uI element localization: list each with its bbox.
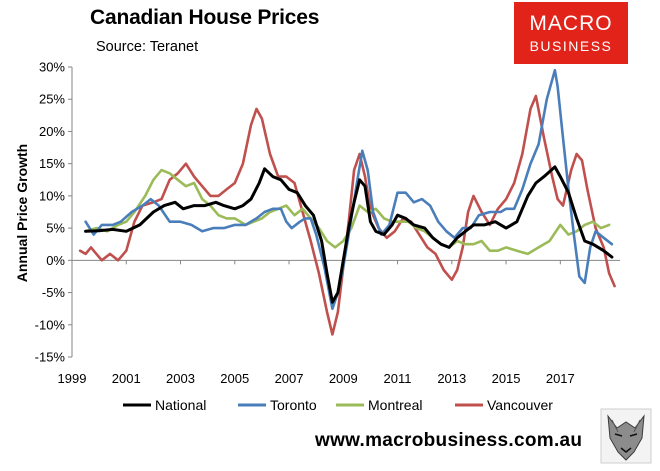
chart-axes: [71, 67, 620, 357]
legend-label-national: National: [155, 397, 206, 413]
y-tick-label: 30%: [39, 60, 65, 75]
series-line-vancouver: [78, 94, 616, 336]
legend: National Toronto Montreal Vancouver: [123, 397, 553, 413]
series-line-toronto: [84, 68, 614, 310]
x-tick-label: 2001: [112, 371, 141, 386]
line-chart: -15% -10% -5% 0% 5% 10% 15% 20% 25% 30% 1999 2001 2…: [14, 60, 620, 413]
x-tick-label: 2007: [275, 371, 304, 386]
y-tick-label: 10%: [39, 188, 65, 203]
legend-label-montreal: Montreal: [368, 397, 422, 413]
footer-url: www.macrobusiness.com.au: [315, 430, 583, 451]
x-tick-label: 2017: [546, 371, 575, 386]
x-tick-label: 2005: [220, 371, 249, 386]
macrobusiness-logo: MACRO BUSINESS: [514, 2, 628, 64]
x-tick-label: 2015: [492, 371, 521, 386]
y-tick-label: -5%: [42, 285, 66, 300]
wolf-icon: [600, 408, 652, 464]
chart-source: Source: Teranet: [96, 39, 199, 55]
chart-title: Canadian House Prices: [90, 6, 320, 29]
y-tick-label: 0%: [46, 253, 65, 268]
y-tick-label: 5%: [46, 221, 65, 236]
x-tick-label: 2009: [329, 371, 358, 386]
y-axis-ticks: -15% -10% -5% 0% 5% 10% 15% 20% 25% 30%: [35, 60, 72, 365]
x-tick-label: 2003: [166, 371, 195, 386]
y-tick-label: -10%: [35, 317, 66, 332]
x-tick-label: 1999: [58, 371, 87, 386]
logo-line-2: BUSINESS: [529, 38, 613, 54]
series-lines: [78, 68, 616, 336]
x-axis-ticks: 1999 2001 2003 2005 2007 2009 2011 2013 2015 2017: [58, 260, 575, 386]
legend-label-toronto: Toronto: [270, 397, 317, 413]
logo-line-1: MACRO: [529, 12, 613, 35]
x-tick-label: 2013: [437, 371, 466, 386]
legend-label-vancouver: Vancouver: [487, 397, 553, 413]
y-tick-label: 15%: [39, 156, 65, 171]
y-tick-label: 20%: [39, 124, 65, 139]
y-tick-label: 25%: [39, 92, 65, 107]
y-axis-label: Annual Price Growth: [14, 144, 30, 282]
series-line-national: [84, 165, 614, 304]
y-tick-label: -15%: [35, 350, 66, 365]
x-tick-label: 2011: [384, 371, 412, 386]
